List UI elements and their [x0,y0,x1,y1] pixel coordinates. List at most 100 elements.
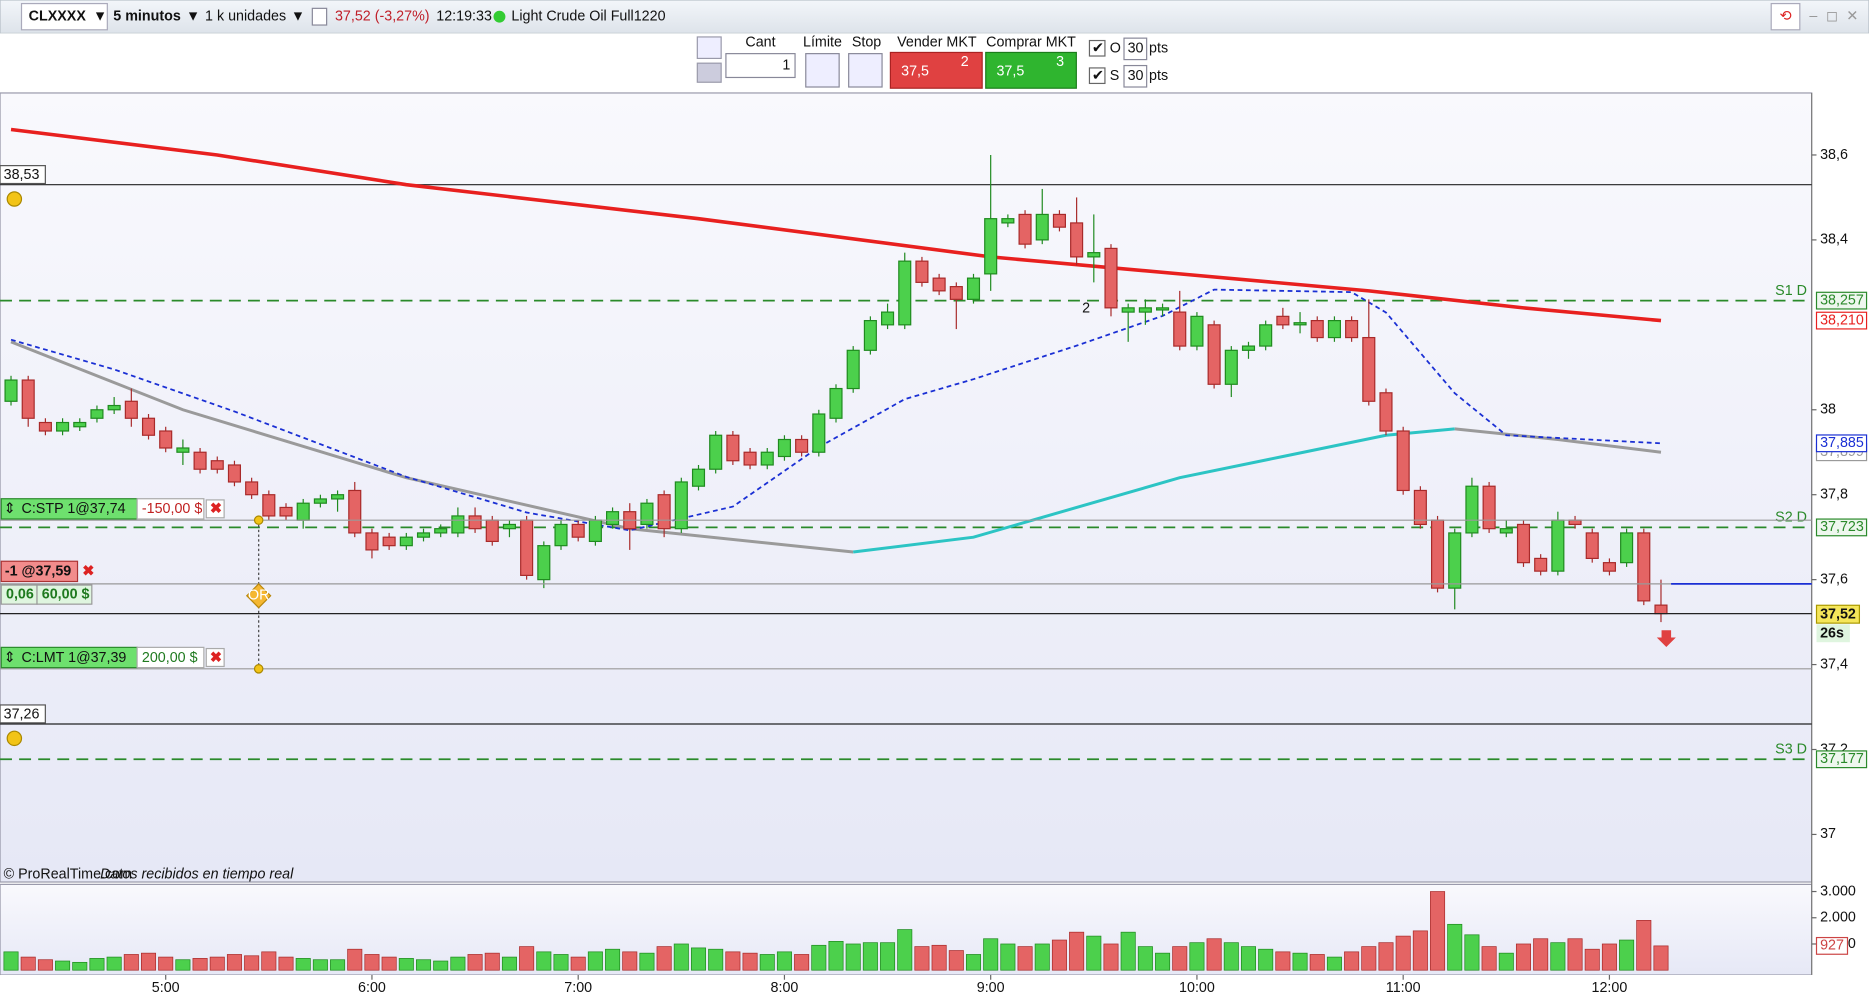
volume-bar [570,956,586,971]
candle-body [1276,315,1290,326]
volume-bar [1223,942,1239,971]
volume-bar [862,942,878,971]
o-unit: pts [1149,41,1168,57]
dropdown-arrow[interactable]: ▼ [291,8,305,24]
y-tick-label: 37,8 [1820,486,1848,502]
volume-bar [1275,951,1291,971]
qty-input[interactable] [725,53,796,79]
candle-body [1465,485,1479,534]
s-value[interactable]: 30 [1128,68,1144,84]
qty-value[interactable]: 1 [782,57,790,73]
o-checkbox[interactable] [1088,39,1106,57]
candle-body [812,413,826,453]
checkmark[interactable]: ✔ [1092,41,1104,57]
volume-bar [158,956,174,971]
minimize[interactable]: – [1809,8,1817,24]
candle-body [279,506,293,517]
s-checkbox[interactable] [1088,67,1106,85]
buy-fraction[interactable]: 3 [1056,54,1064,70]
alert-bell [6,730,23,747]
buy-price[interactable]: 37,5 [996,63,1024,79]
order-link-dot [253,515,264,525]
sell-fraction[interactable]: 2 [961,54,969,70]
cancel-button[interactable] [205,647,225,668]
cancel-icon[interactable]: ✖ [82,564,94,580]
indicator-price-box [1815,434,1868,453]
candle-body [863,319,877,351]
volume-bar [931,944,947,971]
symbol[interactable]: CLXXXX [29,8,87,24]
alert-label-box [0,704,46,724]
volume-bar [725,951,741,971]
volume-bar [1069,931,1085,971]
volume-bar [1000,943,1016,971]
candle-body [1620,532,1634,564]
stop-button[interactable] [848,53,883,88]
cancel-icon[interactable]: ✖ [210,650,222,666]
timeframe[interactable]: 5 minutos [113,8,181,24]
o-value[interactable]: 30 [1128,41,1144,57]
cancel-icon[interactable]: ✖ [210,501,222,517]
candle-body [107,404,121,411]
candle-body [296,502,310,521]
dropdown-arrow[interactable]: ▼ [186,8,200,24]
keyboard-button[interactable] [696,62,722,83]
candle-body [554,523,568,547]
candle-body [1121,307,1135,313]
candle-body [606,511,620,526]
order-icon: ⇕ [4,650,16,666]
sell-price[interactable]: 37,5 [901,63,929,79]
candle-body [674,481,688,530]
order-text: C:STP 1@37,74 [22,501,126,517]
volume-bar [37,959,53,971]
symbol-box[interactable] [20,2,108,31]
pivot-name: S1 D [1775,283,1807,299]
candle-body [382,536,396,547]
settings-button[interactable] [696,36,722,59]
sync-button[interactable] [1770,2,1801,31]
volume-tick-label: 3.000 [1820,883,1856,899]
candle-body [881,311,895,326]
volume-bar [1515,943,1531,971]
volume-bar [811,944,827,971]
candle-body [1379,392,1393,432]
candle-body [743,451,757,466]
pivot-price-box [1815,291,1868,310]
candle-body [502,523,517,530]
candle-body [1190,315,1204,347]
volume-bar [1206,938,1222,971]
volume-bar [1326,956,1342,971]
volume-bar [1636,920,1652,971]
candle-body [73,421,87,428]
sell-button[interactable] [889,51,983,89]
checkmark[interactable]: ✔ [1092,68,1104,84]
buy-button[interactable] [985,51,1077,89]
y-tick-label: 37 [1820,826,1836,842]
volume-bar [794,954,810,971]
copyright: © ProRealTime.com [4,867,132,883]
pivot-price: 37,177 [1820,751,1864,767]
position-box [0,560,79,583]
volume-bar [656,946,672,971]
volume-bar [845,943,861,971]
quote-icon[interactable] [311,7,328,26]
volume-bar [106,956,122,971]
maximize[interactable]: ◻ [1826,8,1838,24]
sync-icon[interactable]: ⟲ [1780,8,1792,24]
current-price-box [1815,604,1861,624]
dropdown-arrow[interactable]: ▼ [93,8,107,24]
candle-body [1138,307,1152,313]
size[interactable]: 1 k unidades [205,8,286,24]
candle-body [1104,247,1118,309]
alert-label: 38,53 [4,167,40,183]
o-label: O [1110,41,1121,57]
cancel-button[interactable] [205,499,225,519]
volume-bar [948,950,964,971]
alert-label-box [0,165,46,185]
s-input[interactable] [1123,64,1148,88]
candle-body [571,523,585,538]
limit-button[interactable] [805,53,840,88]
close[interactable]: ✕ [1846,8,1858,24]
o-input[interactable] [1123,37,1148,61]
volume-bar [1189,942,1205,971]
